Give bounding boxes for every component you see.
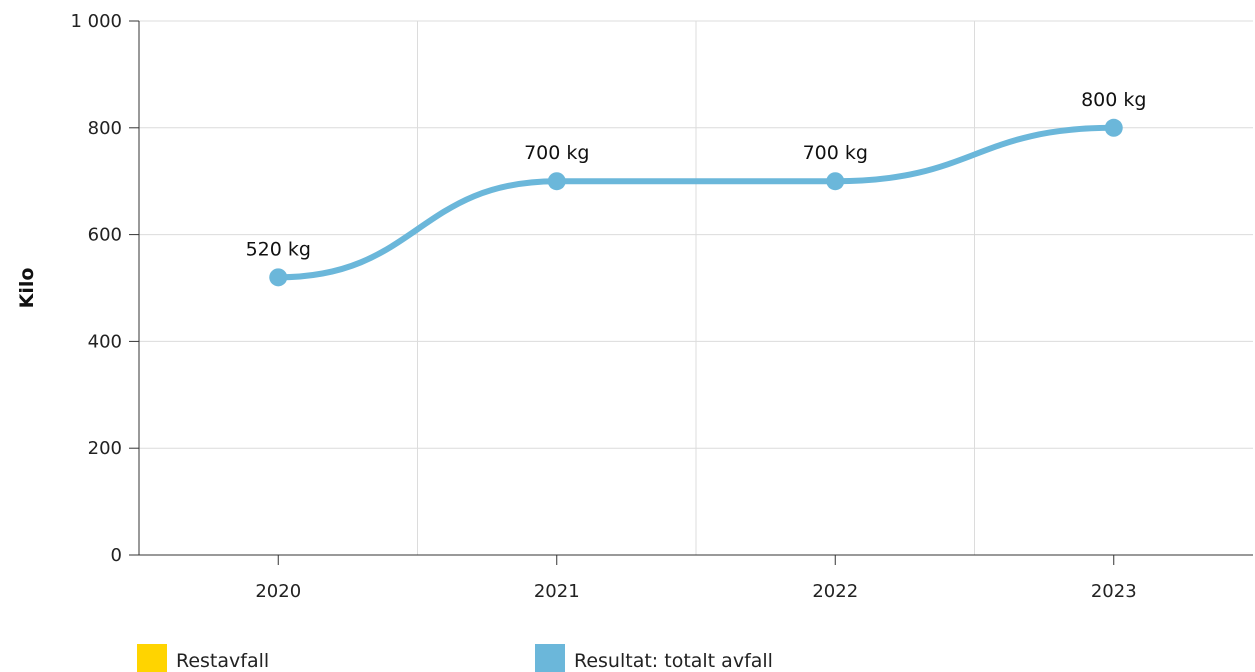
legend-item: Resultat: totalt avfall bbox=[535, 644, 773, 672]
legend: Restavfall Resultat: totalt avfall bbox=[137, 644, 773, 672]
x-tick-label: 2022 bbox=[812, 581, 858, 602]
x-tick-label: 2023 bbox=[1091, 581, 1137, 602]
y-tick-label: 1 000 bbox=[70, 11, 122, 32]
y-tick-label: 600 bbox=[88, 225, 122, 246]
grid-lines bbox=[139, 20, 1253, 555]
data-point bbox=[826, 172, 845, 191]
legend-swatch bbox=[535, 644, 565, 672]
legend-label: Resultat: totalt avfall bbox=[574, 650, 773, 672]
y-tick-label: 400 bbox=[88, 331, 122, 352]
data-labels-layer: 520 kg 700 kg 700 kg 800 kg bbox=[246, 89, 1147, 261]
axes: 0 200 400 600 800 1 000 2020 2021 2022 2023 bbox=[70, 11, 1253, 602]
legend-swatch bbox=[137, 644, 167, 672]
data-label: 800 kg bbox=[1081, 89, 1146, 111]
y-axis-title: Kilo bbox=[16, 268, 38, 309]
data-label: 700 kg bbox=[803, 142, 868, 164]
y-tick-label: 200 bbox=[88, 438, 122, 459]
data-point bbox=[269, 268, 288, 287]
y-tick-label: 0 bbox=[111, 545, 122, 566]
legend-item: Restavfall bbox=[137, 644, 269, 672]
x-tick-label: 2021 bbox=[534, 581, 580, 602]
data-point bbox=[1104, 118, 1123, 137]
series-layer bbox=[269, 118, 1123, 287]
x-tick-label: 2020 bbox=[255, 581, 301, 602]
series-line bbox=[275, 124, 1117, 281]
y-tick-label: 800 bbox=[88, 118, 122, 139]
data-point bbox=[547, 172, 566, 191]
data-label: 700 kg bbox=[524, 142, 589, 164]
data-label: 520 kg bbox=[246, 238, 311, 260]
legend-label: Restavfall bbox=[176, 650, 269, 672]
